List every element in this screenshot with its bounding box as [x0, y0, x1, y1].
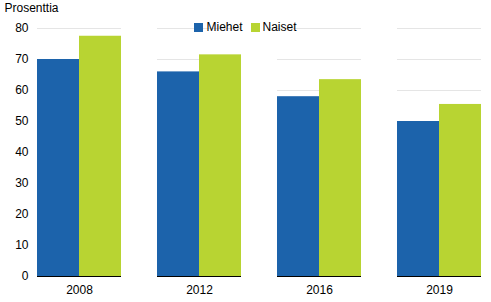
svg-text:60: 60: [15, 83, 29, 97]
svg-text:70: 70: [15, 52, 29, 66]
svg-text:0: 0: [22, 269, 29, 283]
svg-text:50: 50: [15, 114, 29, 128]
svg-text:10: 10: [15, 238, 29, 252]
svg-text:Prosenttia: Prosenttia: [5, 1, 59, 15]
html-text:Miehet: Miehet: [206, 20, 243, 34]
svg-text:30: 30: [15, 176, 29, 190]
svg-text:2016: 2016: [306, 283, 333, 297]
svg-text:2012: 2012: [186, 283, 213, 297]
svg-text:20: 20: [15, 207, 29, 221]
svg-text:40: 40: [15, 145, 29, 159]
html-text:Naiset: Naiset: [262, 20, 297, 34]
svg-text:2008: 2008: [66, 283, 93, 297]
svg-text:2019: 2019: [426, 283, 453, 297]
svg-text:80: 80: [15, 21, 29, 35]
